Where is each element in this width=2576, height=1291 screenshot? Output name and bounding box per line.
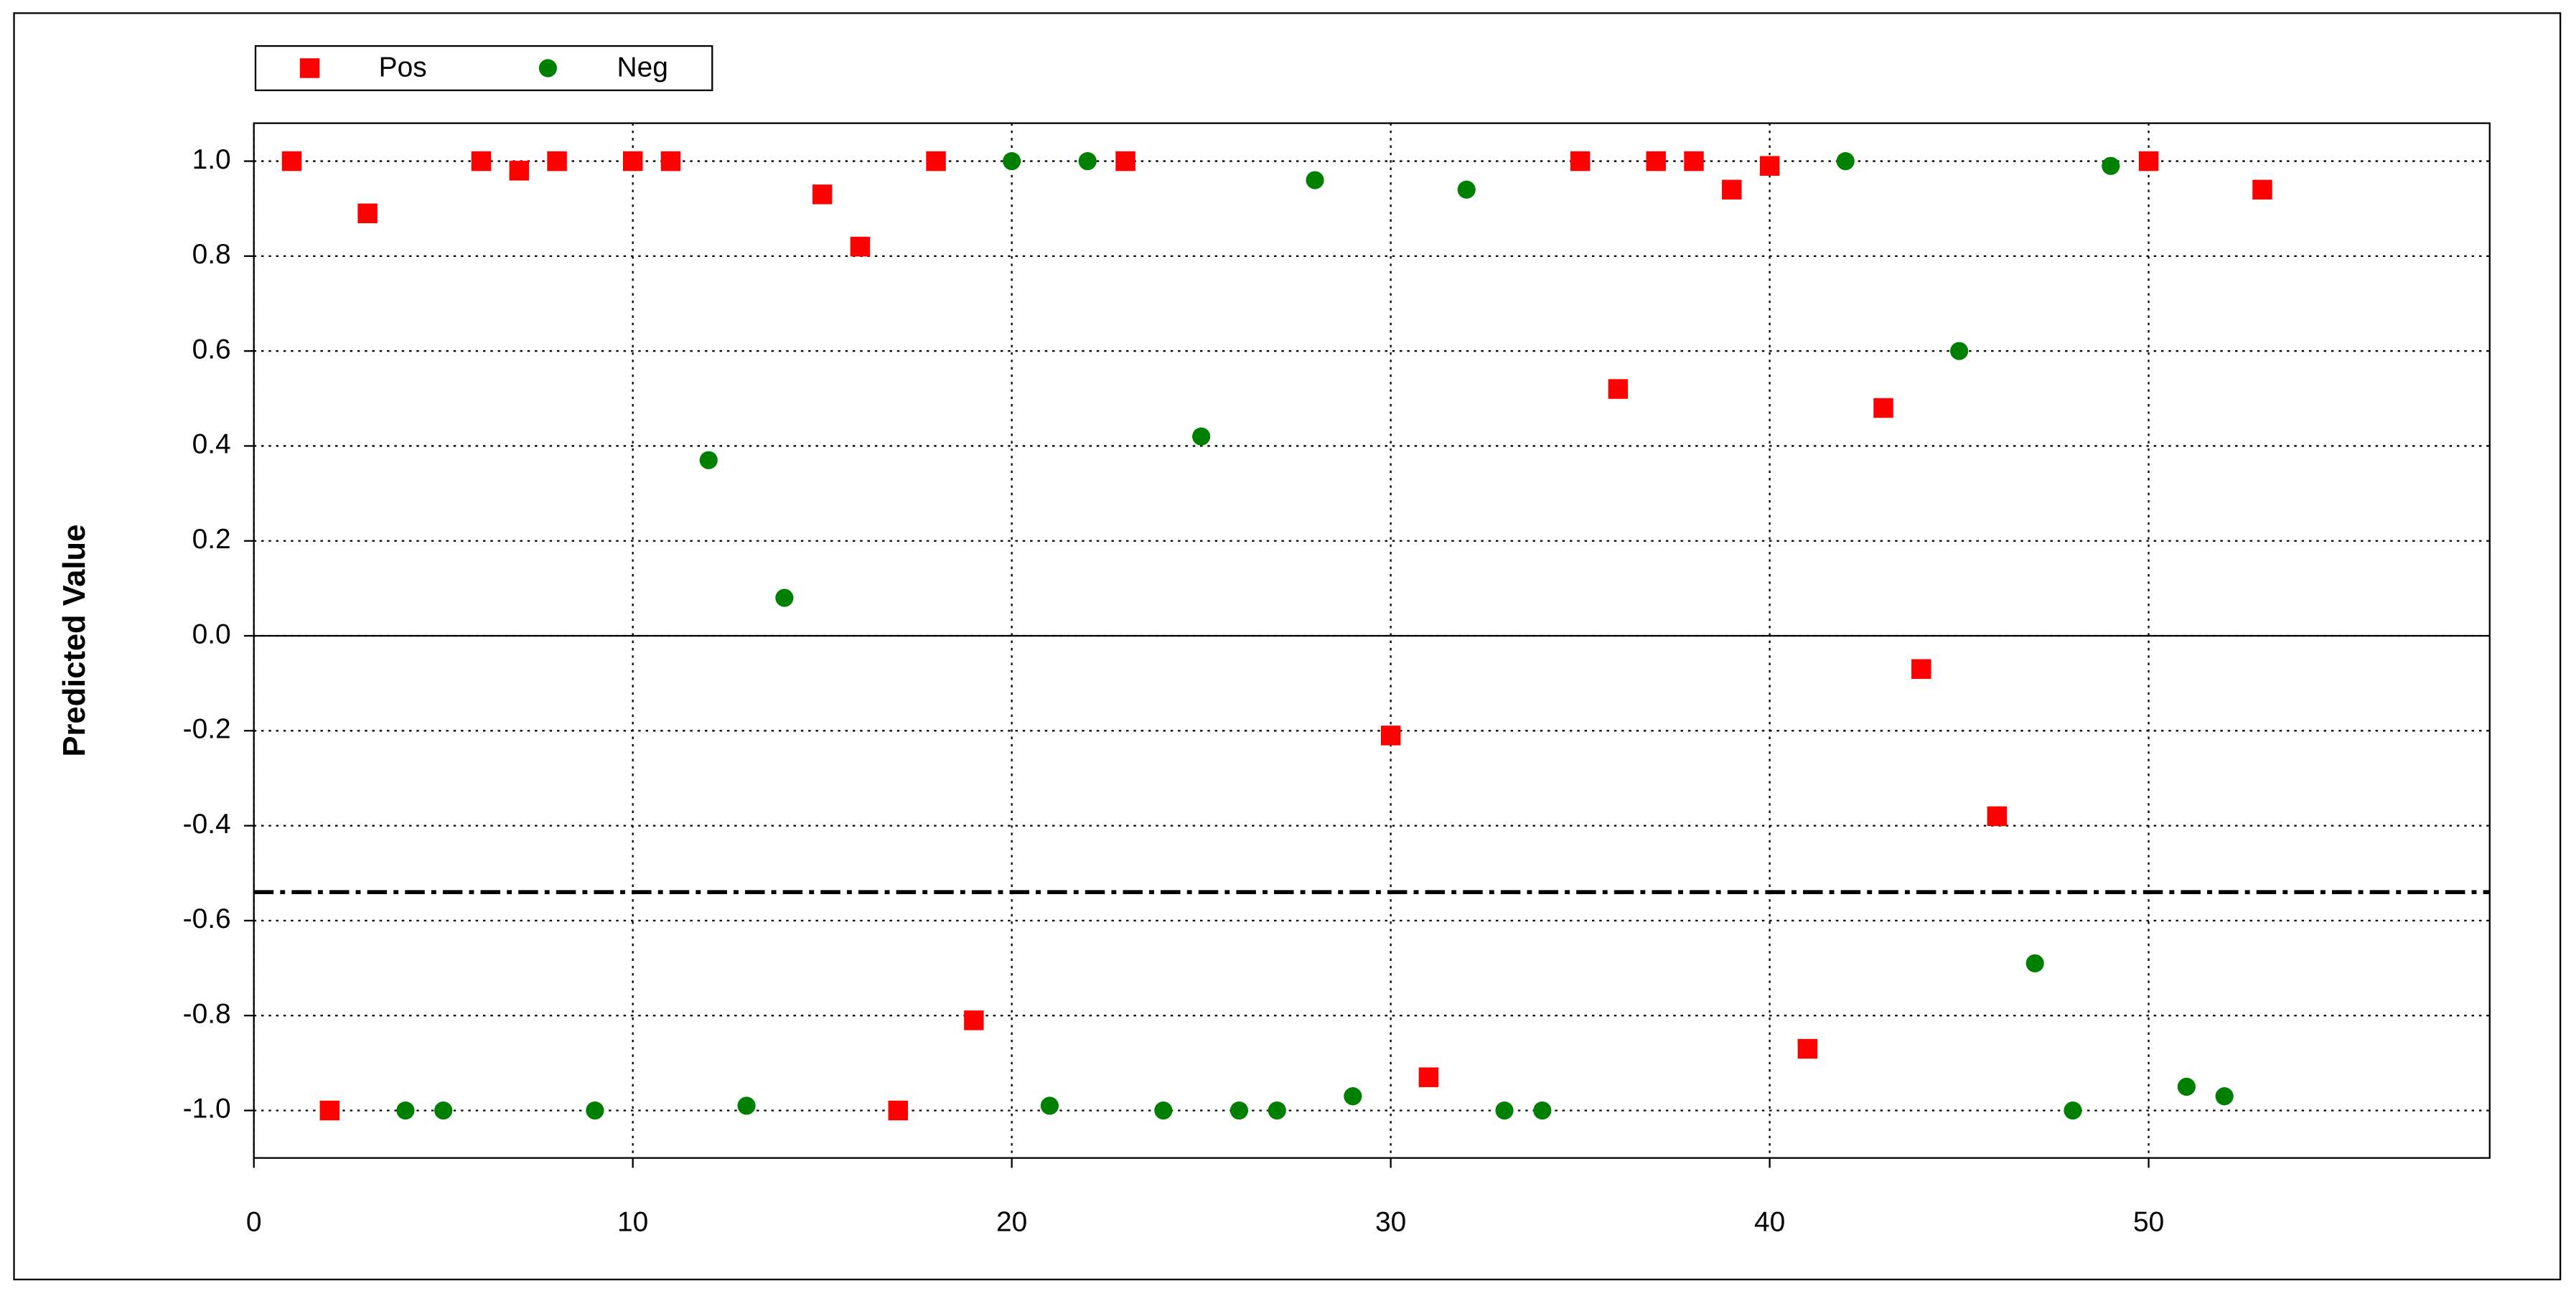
point [850, 236, 871, 257]
point [812, 184, 833, 205]
point [622, 151, 643, 172]
y-tick-label: -0.6 [183, 903, 231, 934]
point [737, 1097, 756, 1115]
point [1646, 151, 1666, 172]
point [775, 588, 794, 607]
point [1836, 151, 1855, 171]
point [1306, 171, 1324, 189]
point [471, 151, 492, 172]
point [1192, 427, 1211, 446]
y-tick-label: -0.2 [183, 714, 231, 745]
point [1115, 151, 1135, 172]
point [926, 151, 946, 172]
legend-marker [538, 59, 557, 78]
point [1495, 1101, 1514, 1120]
point [1684, 151, 1704, 172]
legend-box [254, 44, 713, 92]
x-tick-label: 20 [996, 1206, 1027, 1237]
x-tick-label: 40 [1754, 1206, 1785, 1237]
point [1570, 151, 1591, 172]
y-tick-label: 0.6 [192, 334, 231, 365]
point [699, 451, 718, 469]
point [2025, 954, 2044, 973]
x-tick-label: 30 [1375, 1206, 1406, 1237]
point [1911, 659, 1931, 680]
y-axis-label: Predicted Value [57, 525, 92, 757]
point [586, 1101, 604, 1120]
point [1608, 379, 1629, 399]
plot-frame [253, 122, 2491, 1159]
point [964, 1010, 984, 1031]
point [1344, 1087, 1362, 1106]
point [1003, 151, 1021, 171]
legend-label: Pos [379, 52, 427, 83]
y-tick-label: 0.8 [192, 239, 231, 270]
point [396, 1101, 415, 1120]
point [281, 151, 302, 172]
y-tick-label: 1.0 [192, 144, 231, 175]
point [1230, 1101, 1249, 1120]
point [319, 1100, 340, 1121]
y-tick-label: -0.4 [183, 809, 231, 840]
point [2064, 1101, 2082, 1120]
point [1078, 151, 1097, 171]
x-tick-label: 10 [617, 1206, 648, 1237]
point [1040, 1097, 1059, 1115]
point [2215, 1087, 2234, 1106]
point [1457, 180, 1476, 199]
y-tick-label: 0.0 [192, 619, 231, 649]
point [2177, 1077, 2196, 1096]
legend-label: Neg [617, 52, 668, 83]
point [509, 161, 530, 181]
point [1797, 1038, 1818, 1059]
point [1380, 726, 1401, 746]
y-tick-label: -1.0 [183, 1094, 231, 1125]
point [1154, 1101, 1173, 1120]
y-tick-label: 0.4 [192, 429, 231, 460]
point [1759, 156, 1780, 176]
point [2252, 179, 2272, 199]
y-tick-label: -0.8 [183, 998, 231, 1029]
point [888, 1100, 908, 1121]
point [2102, 156, 2120, 175]
x-tick-label: 50 [2133, 1206, 2164, 1237]
point [1722, 179, 1742, 199]
point [1873, 398, 1893, 418]
point [1418, 1067, 1439, 1087]
x-tick-label: 0 [246, 1206, 262, 1237]
point [434, 1101, 453, 1120]
point [547, 151, 567, 172]
point [1268, 1101, 1286, 1120]
point [1987, 806, 2008, 827]
point [1950, 342, 1969, 360]
point [660, 151, 681, 172]
point [1533, 1101, 1552, 1120]
y-tick-label: 0.2 [192, 524, 231, 555]
point [2138, 151, 2159, 172]
legend-marker [299, 58, 320, 78]
outer-frame [13, 12, 2562, 1281]
point [357, 203, 378, 224]
